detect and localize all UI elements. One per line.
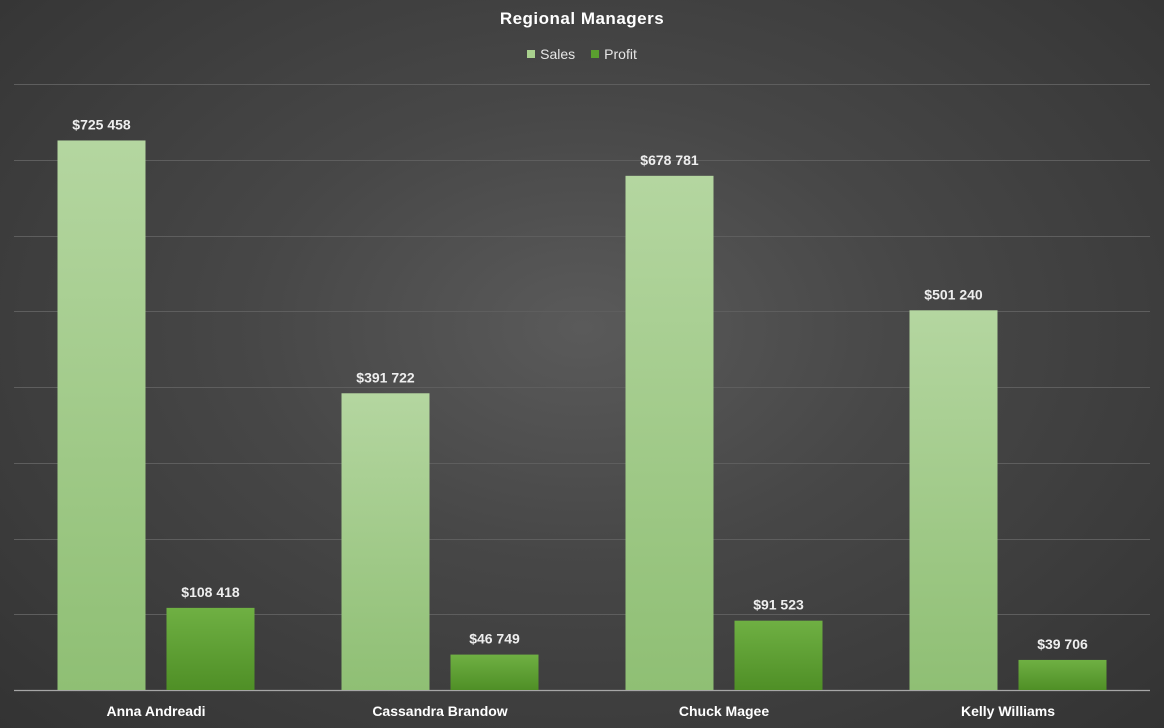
legend-swatch-profit — [591, 50, 600, 58]
bar-sales-1[interactable] — [341, 393, 430, 690]
data-label-sales-1: $391 722 — [356, 369, 415, 385]
data-label-profit-1: $46 749 — [469, 631, 520, 647]
category-label-3: Kelly Williams — [961, 703, 1055, 719]
data-label-profit-0: $108 418 — [181, 584, 240, 600]
category-label-1: Cassandra Brandow — [372, 703, 507, 719]
data-label-sales-2: $678 781 — [640, 152, 699, 168]
bar-profit-2[interactable] — [734, 620, 823, 690]
chart-title: Regional Managers — [499, 9, 665, 28]
bar-profit-0[interactable] — [166, 607, 255, 690]
bars — [57, 140, 1107, 691]
bar-profit-3[interactable] — [1018, 659, 1107, 690]
bar-profit-1[interactable] — [450, 654, 539, 690]
bar-sales-0[interactable] — [57, 140, 146, 690]
legend-label-sales: Sales — [540, 46, 576, 62]
category-labels: Anna Andreadi Cassandra Brandow Chuck Mage… — [106, 703, 1055, 719]
data-label-sales-3: $501 240 — [924, 286, 983, 302]
legend-swatch-sales — [527, 50, 536, 58]
data-labels: $725 458 $108 418 $391 722 $46 749 $678 781 $… — [72, 116, 1088, 651]
legend-item-profit[interactable]: Profit — [591, 46, 637, 62]
bar-sales-2[interactable] — [625, 175, 714, 691]
data-label-profit-3: $39 706 — [1037, 636, 1088, 652]
category-label-0: Anna Andreadi — [106, 703, 205, 719]
data-label-sales-0: $725 458 — [72, 116, 131, 132]
legend: Sales Profit — [0, 46, 1164, 62]
legend-label-profit: Profit — [604, 46, 637, 62]
category-label-2: Chuck Magee — [679, 703, 769, 719]
data-label-profit-2: $91 523 — [753, 597, 804, 613]
gridlines — [14, 84, 1150, 692]
bar-sales-3[interactable] — [909, 310, 998, 690]
legend-item-sales[interactable]: Sales — [527, 46, 575, 62]
